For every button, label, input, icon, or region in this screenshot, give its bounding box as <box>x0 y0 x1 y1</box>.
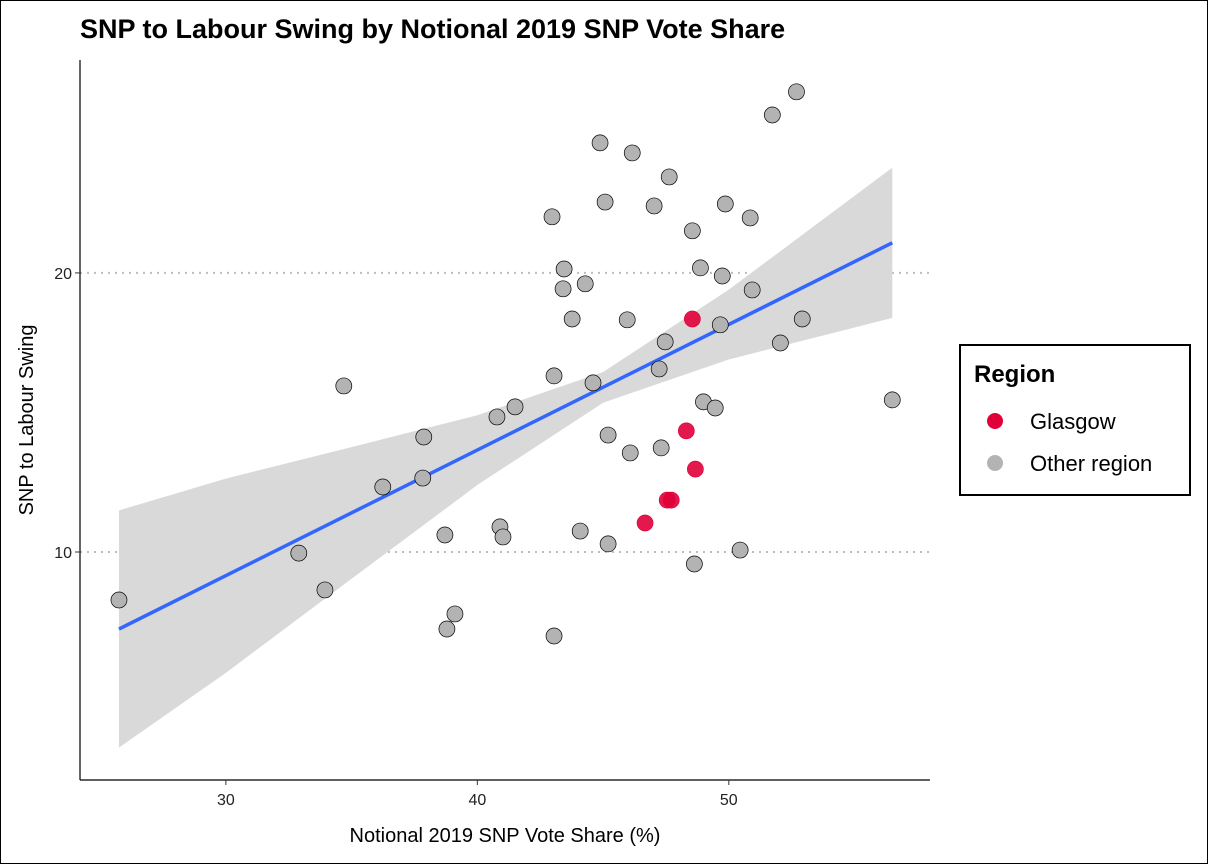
point-other-region <box>555 260 573 278</box>
point-other-region <box>414 469 432 487</box>
legend-title: Region <box>974 361 1055 388</box>
legend-key-other-region <box>987 455 1003 471</box>
x-tick-label: 50 <box>720 792 738 809</box>
point-other-region <box>571 522 589 540</box>
point-other-region <box>374 478 392 496</box>
point-other-region <box>599 426 617 444</box>
point-other-region <box>731 541 749 559</box>
point-other-region <box>711 316 729 334</box>
point-other-region <box>741 209 759 227</box>
chart-title: SNP to Labour Swing by Notional 2019 SNP… <box>80 14 785 44</box>
point-other-region <box>591 134 609 152</box>
confidence-band <box>118 167 893 748</box>
point-other-region <box>713 267 731 285</box>
point-other-region <box>793 310 811 328</box>
point-glasgow <box>636 514 654 532</box>
y-axis-title: SNP to Labour Swing <box>16 325 38 516</box>
point-other-region <box>618 311 636 329</box>
legend: Region Glasgow Other region <box>959 344 1191 496</box>
point-other-region <box>543 208 561 226</box>
point-other-region <box>788 83 805 101</box>
point-other-region <box>623 144 641 162</box>
point-other-region <box>110 591 128 609</box>
legend-label-other-region: Other region <box>1030 451 1152 476</box>
point-other-region <box>716 195 734 213</box>
point-other-region <box>436 526 454 544</box>
point-other-region <box>545 367 563 385</box>
point-other-region <box>650 360 668 378</box>
point-other-region <box>415 428 433 446</box>
point-other-region <box>584 374 602 392</box>
point-other-region <box>652 439 670 457</box>
point-other-region <box>660 168 678 186</box>
point-other-region <box>488 408 506 426</box>
point-other-region <box>446 605 464 623</box>
point-other-region <box>494 528 512 546</box>
point-other-region <box>438 620 456 638</box>
point-other-region <box>596 193 614 211</box>
point-other-region <box>645 197 663 215</box>
point-other-region <box>563 310 581 328</box>
point-glasgow <box>662 491 680 509</box>
fit-line <box>118 241 894 631</box>
point-other-region <box>692 259 709 277</box>
point-other-region <box>763 106 781 124</box>
x-axis-title: Notional 2019 SNP Vote Share (%) <box>350 825 661 847</box>
point-other-region <box>545 627 563 645</box>
legend-label-glasgow: Glasgow <box>1030 409 1116 434</box>
point-other-region <box>883 391 901 409</box>
point-glasgow <box>687 460 704 478</box>
point-other-region <box>554 280 572 298</box>
point-other-region <box>290 544 308 562</box>
point-other-region <box>684 222 701 240</box>
x-tick-label: 40 <box>468 792 486 809</box>
y-tick-label: 20 <box>54 266 72 283</box>
point-other-region <box>576 275 594 293</box>
point-other-region <box>656 333 674 351</box>
point-other-region <box>506 398 524 416</box>
legend-key-glasgow <box>987 413 1003 429</box>
point-other-region <box>772 334 789 352</box>
point-glasgow <box>677 422 695 440</box>
point-other-region <box>316 581 334 599</box>
y-tick-label: 10 <box>54 545 72 562</box>
point-other-region <box>335 377 353 395</box>
point-glasgow <box>684 310 701 328</box>
point-other-region <box>599 535 617 553</box>
point-other-region <box>743 281 761 299</box>
point-other-region <box>686 555 703 573</box>
x-tick-label: 30 <box>217 792 235 809</box>
point-other-region <box>621 444 639 462</box>
point-other-region <box>706 399 724 417</box>
